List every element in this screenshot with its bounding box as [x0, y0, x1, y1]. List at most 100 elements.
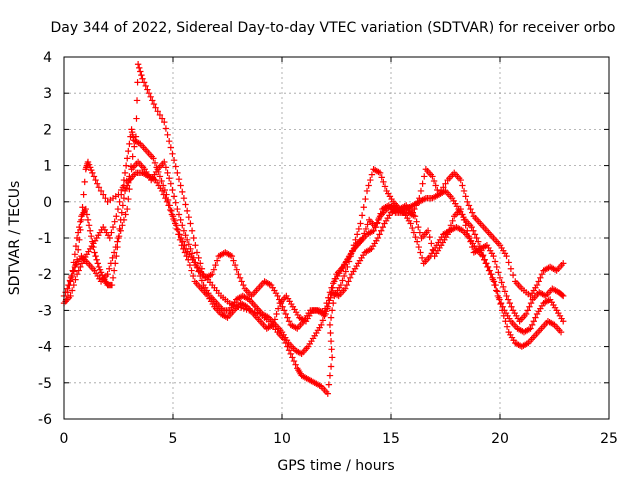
- data-point: [144, 86, 151, 93]
- data-point: [339, 277, 346, 284]
- data-point: [151, 159, 159, 167]
- y-tick-label: 3: [43, 86, 52, 102]
- data-point: [91, 249, 98, 256]
- data-point: [533, 281, 541, 289]
- data-point: [165, 175, 173, 182]
- data-point: [287, 350, 294, 358]
- data-point: [491, 281, 498, 289]
- data-point: [110, 267, 118, 274]
- data-point: [161, 118, 168, 126]
- data-point: [197, 260, 204, 267]
- y-tick-label: -1: [38, 231, 52, 247]
- data-point: [560, 292, 567, 300]
- data-point: [358, 212, 366, 219]
- data-point: [503, 252, 510, 260]
- data-point: [172, 163, 179, 170]
- data-point: [527, 325, 534, 332]
- data-point: [156, 111, 164, 119]
- data-point: [77, 263, 84, 271]
- chart-title: Day 344 of 2022, Sidereal Day-to-day VTE…: [51, 20, 616, 36]
- data-point: [124, 205, 131, 213]
- data-point: [129, 153, 136, 160]
- data-point: [160, 191, 167, 198]
- data-point: [526, 303, 533, 310]
- y-tick-labels: -6 -5 -4 -3 -2 -1 0 1 2 3 4: [38, 50, 52, 428]
- data-point: [145, 90, 153, 97]
- data-point: [324, 390, 331, 397]
- data-point: [280, 307, 288, 314]
- data-point: [158, 187, 166, 195]
- data-point: [483, 260, 490, 267]
- y-tick-label: -3: [38, 303, 52, 319]
- data-point: [109, 254, 116, 262]
- data-point: [108, 229, 115, 236]
- data-point: [66, 277, 74, 284]
- data-point: [407, 220, 414, 227]
- data-point: [342, 268, 349, 275]
- data-point: [90, 243, 97, 251]
- x-tick-label: 20: [491, 431, 509, 447]
- data-point: [491, 258, 499, 265]
- data-point: [121, 169, 129, 177]
- y-tick-label: 4: [43, 50, 52, 66]
- data-point: [161, 158, 168, 166]
- y-tick-label: 1: [43, 159, 52, 175]
- data-point: [183, 252, 190, 260]
- data-point: [325, 381, 333, 388]
- data-point: [119, 222, 126, 229]
- data-point: [90, 173, 98, 180]
- data-point: [127, 175, 134, 183]
- data-point: [413, 218, 420, 225]
- data-point: [74, 246, 82, 253]
- data-point: [178, 242, 185, 249]
- data-point: [481, 256, 488, 263]
- data-point: [114, 238, 121, 245]
- data-point: [468, 223, 475, 231]
- grid: [64, 57, 609, 419]
- data-point: [326, 321, 334, 329]
- data-point: [464, 198, 471, 205]
- data-point: [80, 191, 87, 198]
- data-point: [284, 314, 291, 321]
- data-point: [345, 278, 352, 285]
- data-point: [530, 318, 537, 325]
- data-point: [415, 243, 422, 251]
- data-point: [428, 240, 435, 247]
- data-point: [92, 176, 99, 184]
- data-point: [185, 213, 193, 221]
- y-tick-label: 0: [43, 195, 52, 211]
- data-point: [174, 169, 181, 177]
- data-point: [380, 178, 387, 186]
- data-point: [230, 257, 237, 264]
- data-point: [175, 175, 183, 183]
- data-point: [238, 278, 245, 285]
- data-point: [318, 321, 325, 329]
- data-point: [527, 299, 535, 307]
- data-point: [83, 211, 91, 218]
- data-point: [77, 218, 84, 225]
- data-point: [365, 182, 372, 189]
- data-point: [84, 216, 92, 224]
- data-point: [494, 292, 502, 300]
- data-point: [126, 140, 133, 148]
- data-point: [180, 227, 188, 234]
- data-point: [186, 261, 194, 269]
- data-point: [131, 143, 138, 150]
- data-point: [147, 93, 154, 101]
- data-point: [507, 265, 515, 272]
- data-point: [479, 251, 487, 259]
- data-point: [120, 194, 128, 202]
- data-point: [419, 180, 426, 187]
- data-point: [190, 234, 197, 242]
- data-point: [70, 268, 77, 275]
- data-point: [111, 218, 118, 225]
- data-point: [86, 227, 94, 234]
- data-point: [499, 303, 506, 310]
- data-point: [109, 274, 117, 282]
- data-point: [460, 187, 468, 195]
- data-point: [85, 222, 93, 229]
- data-point: [72, 242, 80, 250]
- data-point: [409, 224, 416, 232]
- x-tick-label: 0: [60, 431, 69, 447]
- data-point: [120, 216, 128, 224]
